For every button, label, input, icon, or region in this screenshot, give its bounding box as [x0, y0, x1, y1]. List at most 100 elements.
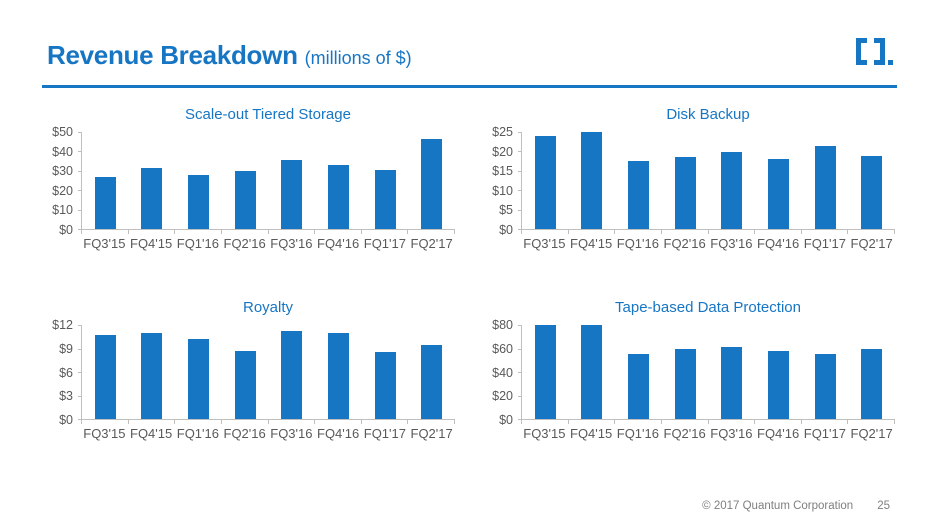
- x-tick-mark: [407, 419, 409, 424]
- x-axis: FQ3'15 FQ4'15 FQ1'16 FQ2'16 FQ3'16 FQ4'16 FQ1'…: [485, 236, 895, 251]
- y-tick-label: $20: [492, 389, 513, 404]
- bar: [628, 161, 650, 229]
- y-tick-label: $25: [492, 125, 513, 139]
- bar: [188, 339, 210, 419]
- x-axis: FQ3'15 FQ4'15 FQ1'16 FQ2'16 FQ3'16 FQ4'16 FQ1'…: [45, 236, 455, 251]
- bars: [522, 325, 895, 419]
- x-tick-label: FQ4'15: [570, 426, 613, 441]
- y-tick-mark: [78, 325, 82, 326]
- y-axis: $50 $40 $30 $20 $10 $0: [45, 126, 81, 237]
- y-tick-mark: [78, 372, 82, 373]
- x-tick-label: FQ3'16: [270, 236, 313, 251]
- y-tick-label: $10: [52, 203, 73, 218]
- chart-title: Tape-based Data Protection: [615, 299, 801, 316]
- x-tick-mark: [894, 229, 895, 234]
- bar-slot: [269, 325, 316, 419]
- copyright-text: © 2017 Quantum Corporation: [702, 500, 854, 512]
- bars: [82, 325, 455, 419]
- x-tick-mark: [754, 229, 756, 234]
- bar: [234, 350, 256, 419]
- y-tick-mark: [518, 325, 522, 326]
- x-tick-label: FQ4'15: [130, 236, 173, 251]
- x-tick-label: FQ4'16: [317, 426, 360, 441]
- x-tick-label: FQ4'16: [757, 236, 800, 251]
- bar: [534, 325, 556, 419]
- x-tick-mark: [360, 419, 362, 424]
- bar-slot: [802, 132, 849, 229]
- chart-title: Scale-out Tiered Storage: [185, 106, 351, 123]
- bar: [374, 169, 396, 229]
- page-title: Revenue Breakdown (millions of $): [47, 40, 906, 71]
- x-tick-mark: [267, 229, 269, 234]
- x-tick-label: FQ2'17: [850, 426, 893, 441]
- bar: [767, 158, 789, 229]
- y-tick-label: $20: [52, 183, 73, 198]
- x-tick-label: FQ3'16: [710, 236, 753, 251]
- x-tick-mark: [220, 229, 222, 234]
- bar-slot: [408, 132, 455, 229]
- bar-slot: [802, 325, 849, 419]
- y-tick-label: $30: [52, 164, 73, 179]
- bar-slot: [408, 325, 455, 419]
- y-tick-label: $0: [499, 413, 513, 427]
- x-tick-label: FQ2'16: [223, 236, 266, 251]
- bar-slot: [569, 132, 616, 229]
- y-tick-label: $60: [492, 341, 513, 356]
- bar: [281, 160, 303, 229]
- y-tick-label: $80: [492, 318, 513, 332]
- x-tick-label: FQ2'17: [850, 236, 893, 251]
- logo-period-icon: [888, 60, 893, 65]
- x-axis: FQ3'15 FQ4'15 FQ1'16 FQ2'16 FQ3'16 FQ4'16 FQ1'…: [485, 426, 895, 441]
- y-tick-label: $20: [492, 144, 513, 159]
- y-tick-mark: [518, 132, 522, 133]
- header-divider-rule: [42, 85, 897, 88]
- x-axis-spacer: [45, 426, 81, 441]
- charts-grid: Scale-out Tiered Storage $50 $40 $30 $20 $10…: [45, 106, 895, 441]
- bar-slot: [615, 132, 662, 229]
- bar-slot: [362, 132, 409, 229]
- bar-slot: [175, 132, 222, 229]
- x-tick-mark: [521, 229, 522, 234]
- x-tick-mark: [127, 419, 129, 424]
- chart-disk-backup: Disk Backup $25 $20 $15 $10 $5 $0 FQ3'15 FQ4'1…: [485, 106, 895, 251]
- y-tick-mark: [78, 151, 82, 153]
- x-tick-label: FQ1'16: [176, 236, 219, 251]
- quantum-brackets-logo-icon: [856, 38, 893, 65]
- x-tick-label: FQ4'16: [317, 236, 360, 251]
- logo-left-bracket-icon: [856, 38, 867, 65]
- bar: [94, 335, 116, 419]
- x-tick-label: FQ3'16: [270, 426, 313, 441]
- x-tick-mark: [454, 229, 455, 234]
- bar: [674, 157, 696, 229]
- bar: [421, 345, 443, 419]
- bar: [628, 353, 650, 419]
- x-tick-label: FQ2'16: [223, 426, 266, 441]
- y-tick-mark: [78, 395, 82, 397]
- x-tick-label: FQ3'15: [83, 236, 126, 251]
- bar-slot: [129, 132, 176, 229]
- x-tick-mark: [454, 419, 455, 424]
- x-tick-mark: [174, 229, 176, 234]
- chart-plot-wrapper: $50 $40 $30 $20 $10 $0: [45, 126, 455, 237]
- y-axis: $25 $20 $15 $10 $5 $0: [485, 126, 521, 237]
- y-tick-mark: [518, 372, 522, 373]
- bar: [234, 170, 256, 229]
- y-tick-mark: [518, 209, 522, 211]
- y-tick-mark: [78, 190, 82, 192]
- x-tick-mark: [800, 229, 802, 234]
- y-tick-mark: [518, 419, 522, 420]
- x-axis-spacer: [485, 236, 521, 251]
- x-tick-mark: [847, 419, 849, 424]
- x-tick-label: FQ3'15: [523, 236, 566, 251]
- y-tick-mark: [78, 209, 82, 211]
- chart-plot-wrapper: $12 $9 $6 $3 $0: [45, 319, 455, 426]
- x-tick-mark: [614, 419, 616, 424]
- y-tick-label: $10: [492, 183, 513, 198]
- bar-slot: [175, 325, 222, 419]
- x-tick-mark: [314, 419, 316, 424]
- x-tick-label: FQ2'17: [410, 236, 453, 251]
- bar: [141, 167, 163, 229]
- y-tick-mark: [518, 395, 522, 397]
- bar: [581, 325, 603, 419]
- bar-slot: [569, 325, 616, 419]
